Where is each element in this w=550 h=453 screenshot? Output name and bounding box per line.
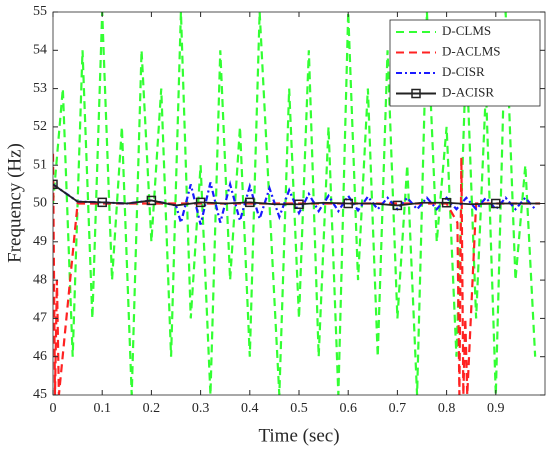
y-tick-label: 47 [33, 311, 47, 326]
legend-marker [411, 88, 421, 99]
legend: D-CLMS D-ACLMS D-CISR D-ACISR [389, 19, 541, 107]
y-tick-label: 52 [33, 119, 47, 134]
x-tick-label: 0 [50, 401, 57, 416]
legend-label: D-ACISR [442, 84, 494, 99]
marker [146, 195, 157, 206]
marker [343, 198, 353, 209]
x-tick-label: 0.2 [143, 401, 161, 416]
marker [294, 199, 304, 210]
y-tick-label: 49 [33, 234, 47, 249]
x-tick-label: 0.3 [192, 401, 210, 416]
series-layer [53, 12, 541, 395]
y-tick-label: 54 [33, 43, 47, 58]
marker [441, 197, 452, 208]
x-tick-label: 0.4 [241, 401, 259, 416]
y-tick-label: 55 [33, 4, 47, 19]
marker [245, 197, 255, 208]
y-axis-label: Frequency (Hz) [4, 143, 25, 263]
legend-label: D-CISR [442, 64, 485, 79]
series-line [53, 12, 537, 395]
x-tick-label: 0.7 [389, 401, 407, 416]
marker [491, 198, 501, 209]
x-axis-label: Time (sec) [258, 425, 339, 446]
x-tick-label: 0.6 [339, 401, 357, 416]
legend-label: D-ACLMS [442, 43, 501, 58]
legend-box [389, 19, 541, 107]
marker [195, 197, 206, 208]
y-tick-label: 48 [33, 272, 47, 287]
x-tick-label: 0.5 [290, 401, 308, 416]
x-tick-label: 0.1 [93, 401, 111, 416]
marker [53, 179, 58, 190]
marker [392, 200, 403, 211]
y-tick-label: 53 [33, 81, 47, 96]
legend-label: D-CLMS [442, 23, 491, 38]
y-tick-label: 51 [33, 157, 47, 172]
marker [97, 197, 107, 208]
series-line [53, 183, 541, 207]
series-line [53, 180, 536, 227]
y-tick-label: 46 [33, 349, 47, 364]
x-tick-label: 0.9 [487, 401, 505, 416]
y-tick-label: 45 [33, 387, 47, 402]
y-tick-label: 50 [33, 196, 47, 211]
x-tick-label: 0.8 [438, 401, 456, 416]
